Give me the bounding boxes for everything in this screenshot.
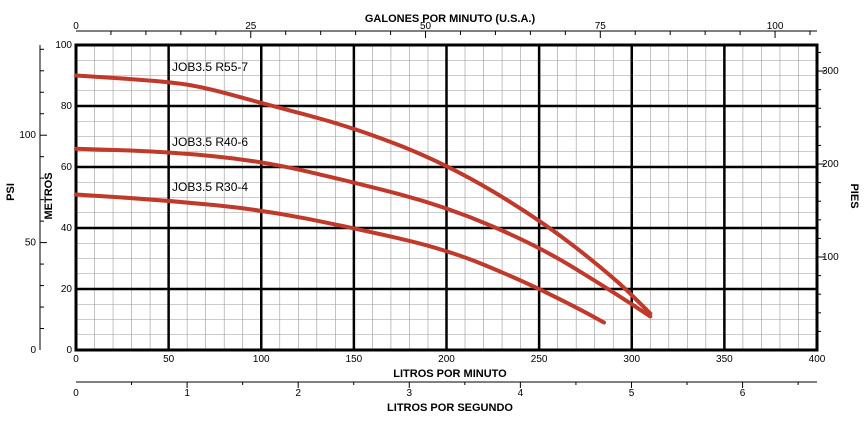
pies-axis-title: PIES — [848, 183, 860, 208]
series-layer — [74, 73, 653, 325]
lps-tick-label: 3 — [407, 388, 413, 399]
pies-tick-label: 300 — [822, 66, 839, 77]
x-tick-label: 350 — [716, 354, 733, 365]
lps-axis-title: LITROS POR SEGUNDO — [387, 402, 513, 414]
x-tick-label: 300 — [623, 354, 640, 365]
top-tick-label: 25 — [245, 21, 257, 32]
x-tick-label: 0 — [73, 354, 79, 365]
top-tick-label: 100 — [767, 21, 784, 32]
x-tick-label: 250 — [531, 354, 548, 365]
series-line — [74, 73, 653, 316]
lps-tick-label: 0 — [73, 388, 79, 399]
metros-axis-title: METROS — [43, 172, 55, 219]
top-tick-label: 75 — [595, 21, 607, 32]
x-tick-label: 200 — [438, 354, 455, 365]
lps-tick-label: 5 — [629, 388, 635, 399]
top-tick-label: 0 — [73, 21, 79, 32]
psi-tick-label: 50 — [25, 238, 37, 249]
metros-tick-label: 100 — [55, 40, 72, 51]
psi-axis-title: PSI — [5, 183, 17, 201]
bottom-axis-title: LITROS POR MINUTO — [393, 368, 507, 380]
psi-tick-label: 100 — [19, 130, 36, 141]
series-label: JOB3.5 R40-6 — [172, 135, 248, 149]
top-tick-label: 50 — [420, 21, 432, 32]
metros-tick-label: 20 — [61, 284, 73, 295]
plot-frame — [74, 43, 819, 352]
psi-tick-label: 0 — [30, 345, 36, 356]
metros-tick-label: 60 — [61, 162, 73, 173]
top-axis-title: GALONES POR MINUTO (U.S.A.) — [365, 13, 536, 25]
lps-tick-label: 6 — [740, 388, 746, 399]
major-grid — [76, 45, 817, 350]
labels-layer: JOB3.5 R55-7 JOB3.5 R40-6 JOB3.5 R30-4 — [172, 60, 248, 194]
series-line — [74, 192, 606, 325]
pies-tick-label: 200 — [822, 159, 839, 170]
x-tick-label: 400 — [809, 354, 826, 365]
pies-tick-label: 100 — [822, 252, 839, 263]
metros-tick-label: 80 — [61, 101, 73, 112]
x-tick-label: 150 — [346, 354, 363, 365]
metros-tick-label: 0 — [66, 345, 72, 356]
lps-tick-label: 1 — [184, 388, 190, 399]
series-line — [74, 146, 653, 319]
lps-tick-label: 2 — [295, 388, 301, 399]
lps-tick-label: 4 — [518, 388, 524, 399]
series-label: JOB3.5 R55-7 — [172, 60, 248, 74]
series-label: JOB3.5 R30-4 — [172, 180, 248, 194]
x-tick-label: 50 — [163, 354, 175, 365]
x-tick-label: 100 — [253, 354, 270, 365]
metros-tick-label: 40 — [61, 223, 73, 234]
